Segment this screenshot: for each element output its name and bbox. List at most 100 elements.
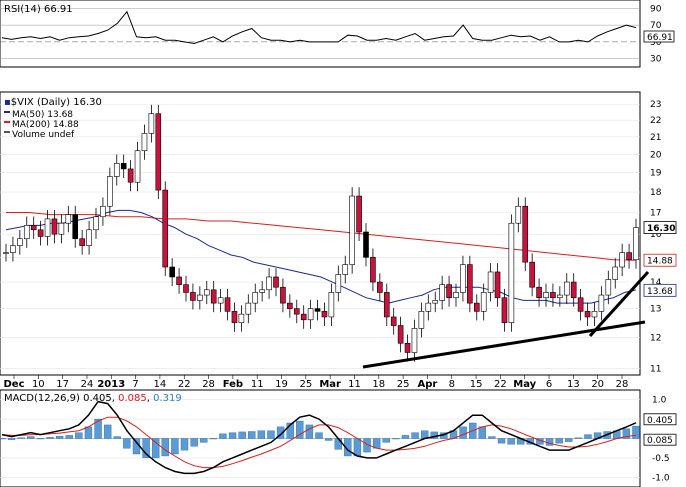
macd-hist-bar: [622, 428, 631, 439]
macd-hist-bar: [142, 438, 150, 459]
macd-hist-bar: [334, 438, 342, 450]
candle-body: [543, 292, 549, 299]
macd-hist-bar: [565, 438, 573, 442]
legend-entry: MA(200) 14.88: [12, 120, 79, 130]
candle-body: [619, 252, 625, 268]
candle-body: [626, 252, 632, 261]
price-tag: 16.30: [647, 224, 675, 234]
price-tag: 14.88: [647, 257, 673, 267]
macd-tag: 0.405: [647, 416, 673, 426]
x-tick-label: 20: [591, 379, 604, 390]
candle-body: [134, 150, 141, 183]
candle-body: [418, 311, 425, 329]
rsi-line: [1, 10, 637, 45]
candle-body: [280, 286, 286, 304]
breakout-trendline: [588, 270, 650, 338]
candle-body: [44, 218, 51, 237]
candle-body: [328, 292, 335, 318]
candle-body: [72, 214, 79, 240]
candle-body: [120, 163, 127, 170]
macd-hist-bar: [36, 438, 45, 440]
price-tick-label: 13: [650, 305, 661, 315]
candle-body: [460, 264, 466, 293]
macd-hist-bar: [65, 435, 73, 439]
x-tick-label: 8: [449, 379, 455, 390]
support-trendline: [362, 320, 646, 369]
price-tag-box: [643, 253, 677, 267]
macd-signal-line: [1, 416, 637, 469]
candle-body: [100, 205, 106, 218]
candle-body: [522, 205, 529, 263]
macd-hist-bar: [296, 420, 304, 439]
price-tick-label: 19: [650, 169, 662, 179]
legend-entry: MA(50) 13.68: [12, 110, 73, 120]
macd-hist-bar: [84, 426, 93, 439]
macd-hist-bar: [27, 436, 35, 439]
macd-hist-bar: [151, 438, 160, 459]
candle-body: [411, 328, 418, 353]
candle-body: [86, 229, 92, 246]
candle-body: [314, 308, 321, 312]
macd-hist-bar: [123, 438, 131, 449]
x-tick-label: 24: [81, 379, 94, 390]
x-tick-label: 19: [275, 379, 288, 390]
candle-body: [612, 266, 619, 280]
rsi-tick-label: 90: [650, 4, 662, 14]
macd-hist-bar: [555, 438, 563, 444]
x-tick-label: Apr: [418, 379, 438, 390]
candle-body: [439, 284, 445, 301]
macd-hist-bar: [382, 438, 390, 443]
price-tag-box: [643, 283, 677, 297]
rsi-label: RSI(14) 66.91: [4, 4, 73, 15]
macd-hist-bar: [507, 438, 515, 445]
legend-swatch: [4, 121, 10, 123]
price-tick-label: 22: [650, 116, 661, 126]
candle-body: [342, 264, 349, 275]
candle-body: [557, 294, 563, 299]
candle-body: [58, 222, 65, 235]
price-panel: 11121314151617181920212223 ▪$VIX (Daily)…: [0, 91, 677, 376]
x-tick-label: 13: [567, 379, 580, 390]
x-tick-label: May: [513, 379, 536, 390]
candle-body: [529, 261, 535, 288]
candle-body: [467, 264, 473, 304]
macd-hist-bar: [286, 422, 294, 439]
candle-body: [93, 216, 99, 231]
candle-body: [633, 227, 639, 261]
candle-body: [550, 292, 556, 299]
macd-tag-box: [643, 433, 677, 446]
price-tick-label: 18: [650, 188, 662, 198]
macd-hist-bar: [103, 424, 112, 439]
macd-hist-bar: [75, 432, 83, 439]
candle-body: [577, 297, 584, 312]
price-tick-label: 17: [650, 209, 661, 219]
macd-hist-bar: [478, 426, 487, 439]
candle-body: [432, 300, 439, 304]
candle-body: [605, 279, 612, 296]
macd-hist-bar: [632, 425, 640, 439]
macd-hist-bar: [315, 432, 323, 439]
candle-body: [446, 284, 452, 299]
x-tick-label: 6: [546, 379, 552, 390]
price-tick-label: 14: [650, 278, 662, 288]
macd-hist-bar: [7, 438, 16, 440]
candle-body: [79, 238, 85, 246]
rsi-panel: RSI(14) 66.91 90 70 50 30 66.91: [0, 0, 675, 68]
macd-hist-bar: [190, 438, 198, 447]
candle-body: [113, 163, 120, 177]
x-tick-label: 11: [348, 379, 361, 390]
macd-hist-bar: [353, 438, 362, 457]
candle-body: [238, 313, 245, 323]
candle-body: [51, 218, 58, 235]
candle-body: [141, 133, 148, 152]
macd-hist-bar: [497, 438, 506, 444]
macd-hist-bar: [46, 437, 54, 439]
candle-body: [383, 292, 390, 318]
candle-body: [397, 325, 404, 344]
macd-tick-label: -0.5: [652, 454, 670, 464]
macd-hist-bar: [267, 430, 275, 439]
macd-hist-bar: [219, 433, 227, 439]
macd-label: MACD(12,26,9) 0.405, 0.085, 0.319: [4, 393, 182, 404]
x-tick-label: Feb: [223, 379, 243, 390]
candle-body: [3, 252, 9, 254]
